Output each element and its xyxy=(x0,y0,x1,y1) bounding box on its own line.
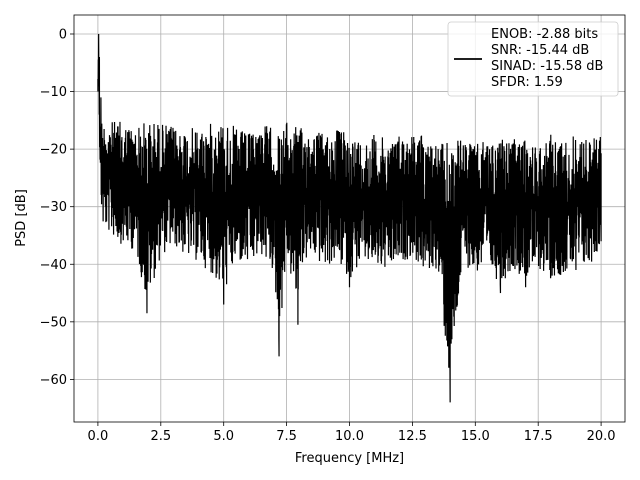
x-tick-label: 10.0 xyxy=(335,429,364,444)
legend-label-line: SINAD: -15.58 dB xyxy=(491,59,603,74)
y-axis-label: PSD [dB] xyxy=(14,189,29,247)
y-tick-label: −10 xyxy=(40,85,67,100)
legend-label: ENOB: -2.88 bits SNR: -15.44 dB SINAD: -15… xyxy=(491,27,603,90)
x-tick-label: 20.0 xyxy=(587,429,616,444)
y-tick-label: −30 xyxy=(40,200,67,215)
legend-label-line: ENOB: -2.88 bits xyxy=(491,27,598,42)
x-tick-label: 7.5 xyxy=(276,429,297,444)
legend-label-line: SNR: -15.44 dB xyxy=(491,43,589,58)
legend-box xyxy=(447,21,619,97)
y-tick-label: −50 xyxy=(40,315,67,330)
x-tick-label: 15.0 xyxy=(461,429,490,444)
x-axis-ticks: 0.0 2.5 5.0 7.5 10.0 12.5 15.0 17.5 20.0 xyxy=(88,422,616,444)
y-tick-label: −20 xyxy=(40,143,67,158)
x-tick-label: 2.5 xyxy=(150,429,171,444)
y-tick-label: −40 xyxy=(40,258,67,273)
y-tick-label: −60 xyxy=(40,373,67,388)
legend: ENOB: -2.88 bits SNR: -15.44 dB SINAD: -15… xyxy=(447,21,619,97)
legend-label-line: SFDR: 1.59 xyxy=(491,75,563,90)
x-axis-label: Frequency [MHz] xyxy=(295,451,404,466)
y-axis-ticks: 0 −10 −20 −30 −40 −50 −60 xyxy=(40,27,74,388)
series-line-psd xyxy=(97,33,602,403)
x-tick-label: 17.5 xyxy=(524,429,553,444)
x-tick-label: 12.5 xyxy=(398,429,427,444)
y-tick-label: 0 xyxy=(59,27,67,42)
x-tick-label: 0.0 xyxy=(88,429,109,444)
x-tick-label: 5.0 xyxy=(213,429,234,444)
series-layer xyxy=(97,33,602,403)
